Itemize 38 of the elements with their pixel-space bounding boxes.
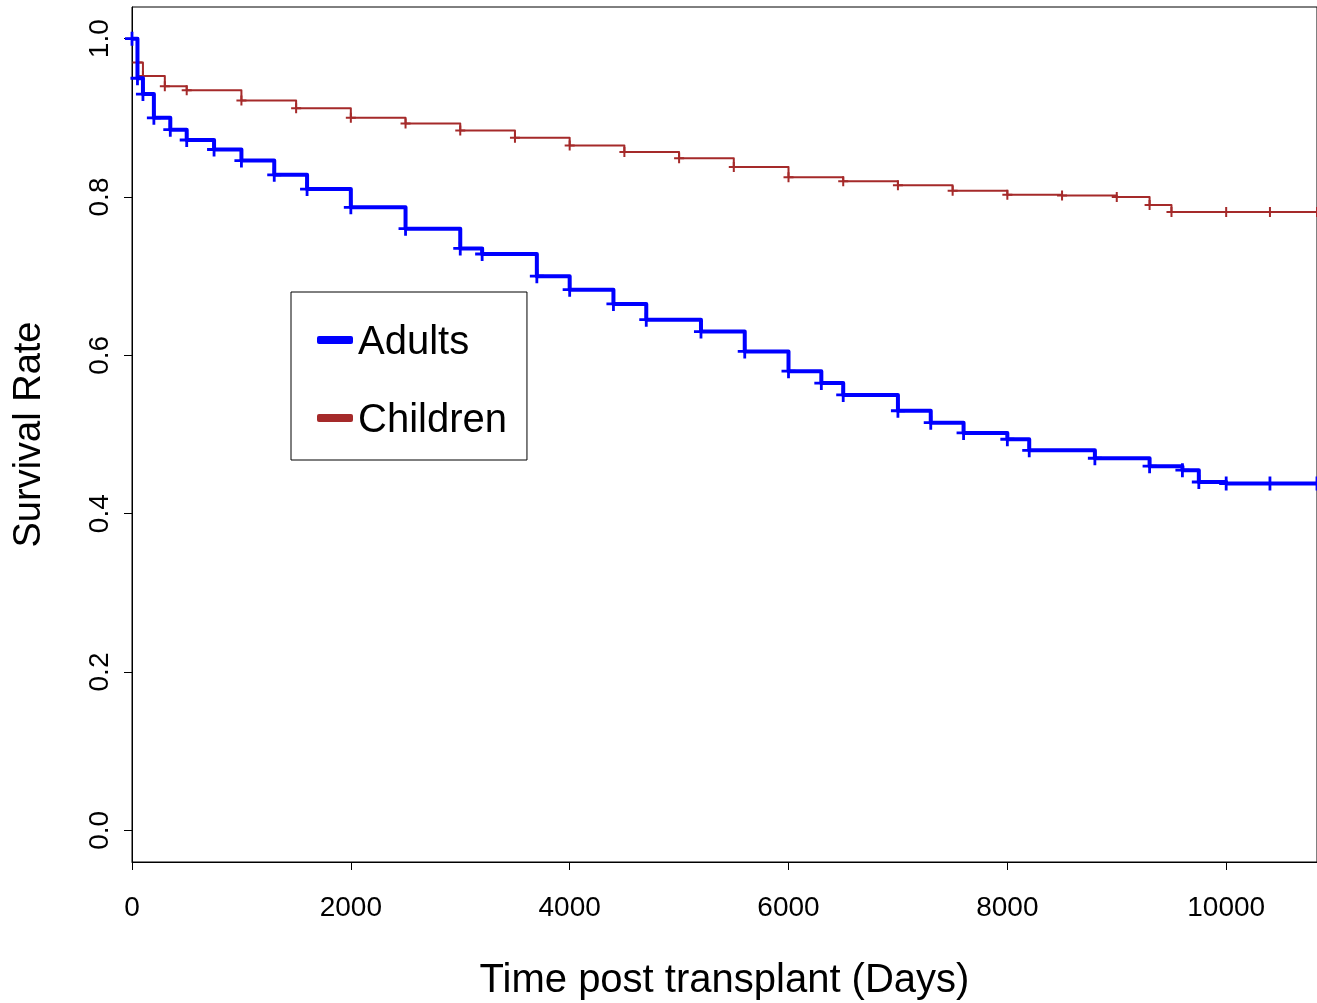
point	[509, 132, 520, 143]
x-tick-label: 2000	[319, 890, 382, 922]
point	[236, 95, 247, 106]
point	[455, 125, 466, 136]
point	[674, 153, 685, 164]
point	[892, 180, 903, 191]
x-tick-label: 0	[124, 890, 140, 922]
point	[1057, 190, 1068, 201]
y-tick-label: 0.2	[82, 652, 114, 692]
point	[345, 112, 356, 123]
point	[947, 185, 958, 196]
point	[1175, 463, 1190, 478]
point	[1002, 189, 1013, 200]
legend-label: Adults	[358, 318, 470, 362]
point	[267, 167, 282, 182]
point	[783, 172, 794, 183]
point	[159, 81, 170, 92]
x-tick-label: 8000	[976, 890, 1039, 922]
point	[890, 403, 905, 418]
point	[146, 110, 161, 125]
x-tick-label: 4000	[538, 890, 601, 922]
point	[838, 176, 849, 187]
x-axis-title: Time post transplant (Days)	[479, 956, 970, 1000]
y-tick-label: 0.6	[82, 335, 114, 375]
legend-label: Children	[358, 396, 507, 440]
y-tick-label: 1.0	[82, 19, 114, 59]
y-axis-title: Survival Rate	[6, 321, 48, 548]
point	[291, 103, 302, 114]
x-tick-label: 6000	[757, 890, 820, 922]
point	[529, 269, 544, 284]
x-tick-label: 10000	[1187, 890, 1266, 922]
y-tick-label: 0.0	[82, 810, 114, 850]
point	[181, 85, 192, 96]
y-tick-label: 0.4	[82, 494, 114, 534]
y-tick-label: 0.8	[82, 177, 114, 217]
point	[400, 118, 411, 129]
point	[1087, 451, 1102, 466]
point	[564, 140, 575, 151]
